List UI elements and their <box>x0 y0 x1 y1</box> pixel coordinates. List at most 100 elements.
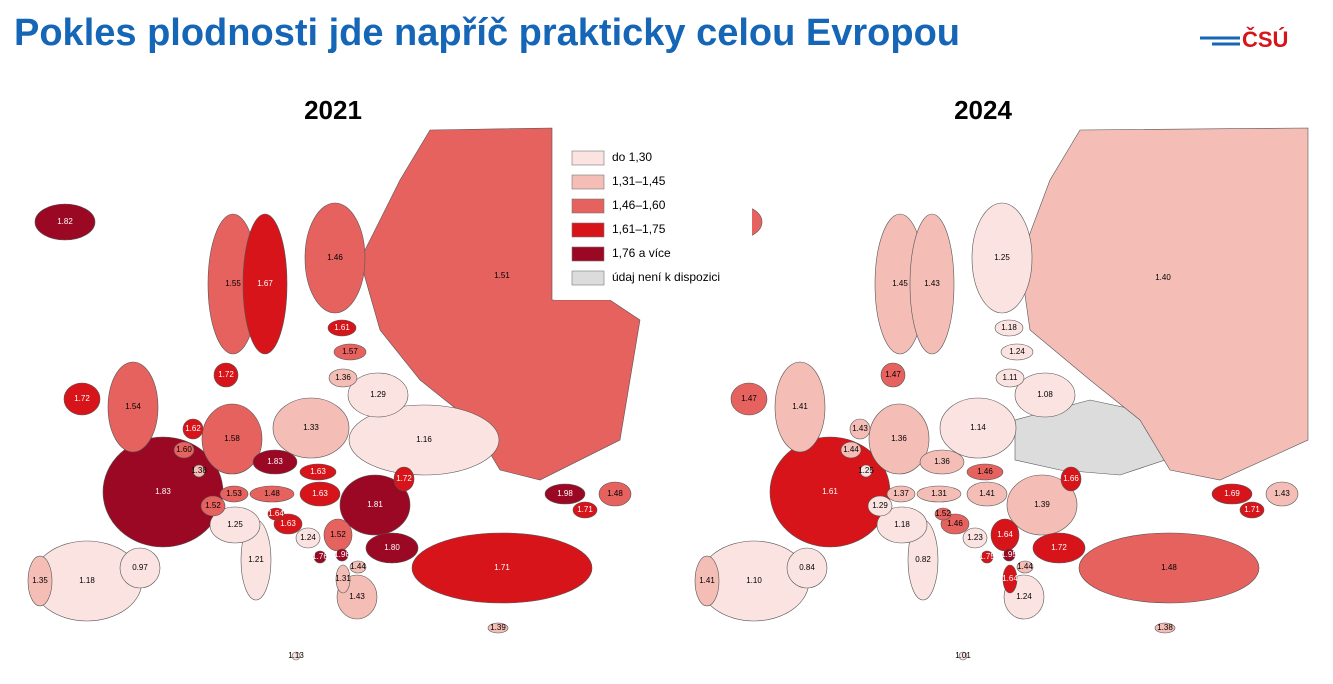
region-label: 1.53 <box>226 489 242 498</box>
region-label: 1.72 <box>218 370 234 379</box>
country <box>1154 622 1176 634</box>
country <box>347 372 409 418</box>
logo: ČSÚ <box>1200 27 1288 52</box>
country <box>1016 560 1034 574</box>
region-label: 1.64 <box>1002 574 1018 583</box>
legend-swatch <box>571 150 605 166</box>
region-label: 1.43 <box>924 279 940 288</box>
region-label: 1.80 <box>384 543 400 552</box>
country <box>27 555 53 607</box>
logo-text: ČSÚ <box>1242 27 1288 52</box>
region-label: 1.11 <box>1003 373 1019 382</box>
country <box>598 481 632 507</box>
country <box>209 506 261 544</box>
country <box>107 361 159 453</box>
map-2021: 1.82 1.51 1.55 1.67 1.46 1.61 1.57 1.36 1.29 1.72… <box>27 127 641 661</box>
region-label: 1.63 <box>310 467 326 476</box>
map-year: 2024 <box>954 95 1012 125</box>
region-label: 1.43 <box>349 592 365 601</box>
country <box>267 507 285 521</box>
legend-label: 1,61–1,75 <box>612 222 666 236</box>
country <box>1006 474 1078 536</box>
region-label: 1.63 <box>312 489 328 498</box>
region-label: 1.63 <box>280 519 296 528</box>
country <box>365 532 419 564</box>
country <box>840 441 862 459</box>
region-label: 1.13 <box>288 651 304 660</box>
region-label: 1.43 <box>1274 489 1290 498</box>
country <box>393 466 415 492</box>
region-label: 1.44 <box>1017 562 1033 571</box>
country <box>192 464 206 478</box>
map-2024: 1.561.401.451.431.251.181.241.111.081.47… <box>694 127 1309 661</box>
no-data-region <box>1014 399 1166 476</box>
region-label: 1.25 <box>858 466 874 475</box>
country <box>730 382 768 416</box>
region-label: 1.76 <box>312 552 328 561</box>
region-label: 1.66 <box>1063 474 1079 483</box>
region-label: 1.24 <box>1016 592 1032 601</box>
map-year: 2021 <box>304 95 362 125</box>
region-label: 1.61 <box>822 487 838 496</box>
country <box>349 560 367 574</box>
region-label: 1.96 <box>334 550 350 559</box>
region-label: 0.82 <box>915 555 931 564</box>
region-label: 1.46 <box>977 467 993 476</box>
country <box>242 213 288 355</box>
region-label: 1.36 <box>934 457 950 466</box>
region-label: 1.39 <box>490 623 506 632</box>
region-label: 1.46 <box>947 519 963 528</box>
region-label: 1.23 <box>967 533 983 542</box>
region-label: 1.95 <box>1001 550 1017 559</box>
country <box>886 485 916 503</box>
country <box>916 485 962 503</box>
country <box>272 397 350 459</box>
region-label: 1.18 <box>1001 323 1017 332</box>
region-label: 1.41 <box>979 489 995 498</box>
country <box>786 547 828 589</box>
region-label: 1.72 <box>74 394 90 403</box>
region-label: 1.69 <box>1224 489 1240 498</box>
region-label: 1.72 <box>396 474 412 483</box>
country <box>774 361 826 453</box>
country <box>1032 532 1086 564</box>
country <box>252 449 298 475</box>
region-label: 1.52 <box>330 530 346 539</box>
country <box>335 564 351 594</box>
region-label: 1.36 <box>335 373 351 382</box>
country <box>934 507 952 521</box>
region-label: 1.36 <box>891 434 907 443</box>
region-label: 1.08 <box>1037 390 1053 399</box>
country <box>867 495 893 517</box>
region-label: 1.71 <box>577 505 593 514</box>
country <box>182 418 204 440</box>
region-label: 1.64 <box>268 509 284 518</box>
region-label: 1.43 <box>852 424 868 433</box>
page-title: Pokles plodnosti jde napříč prakticky ce… <box>14 12 961 54</box>
region-label: 1.83 <box>267 457 283 466</box>
country <box>966 463 1004 481</box>
region-label: 1.10 <box>746 576 762 585</box>
region-label: 1.41 <box>699 576 715 585</box>
country <box>958 651 968 661</box>
country <box>219 485 249 503</box>
legend: do 1,30 1,31–1,45 1,46–1,60 1,61–1,75 1,76 a… <box>554 130 752 300</box>
country <box>694 555 720 607</box>
legend-swatch <box>571 198 605 214</box>
country <box>119 547 161 589</box>
country <box>919 449 965 475</box>
country <box>544 483 586 505</box>
country <box>1265 481 1299 507</box>
region-label: 1.81 <box>367 500 383 509</box>
region-label: 1.60 <box>176 445 192 454</box>
region-label: 1.39 <box>1034 500 1050 509</box>
country <box>487 622 509 634</box>
region-label: 1.44 <box>350 562 366 571</box>
region-label: 1.72 <box>1051 543 1067 552</box>
country <box>34 203 96 241</box>
region-label: 1.24 <box>300 533 316 542</box>
country <box>304 202 366 314</box>
region-label: 1.54 <box>125 402 141 411</box>
